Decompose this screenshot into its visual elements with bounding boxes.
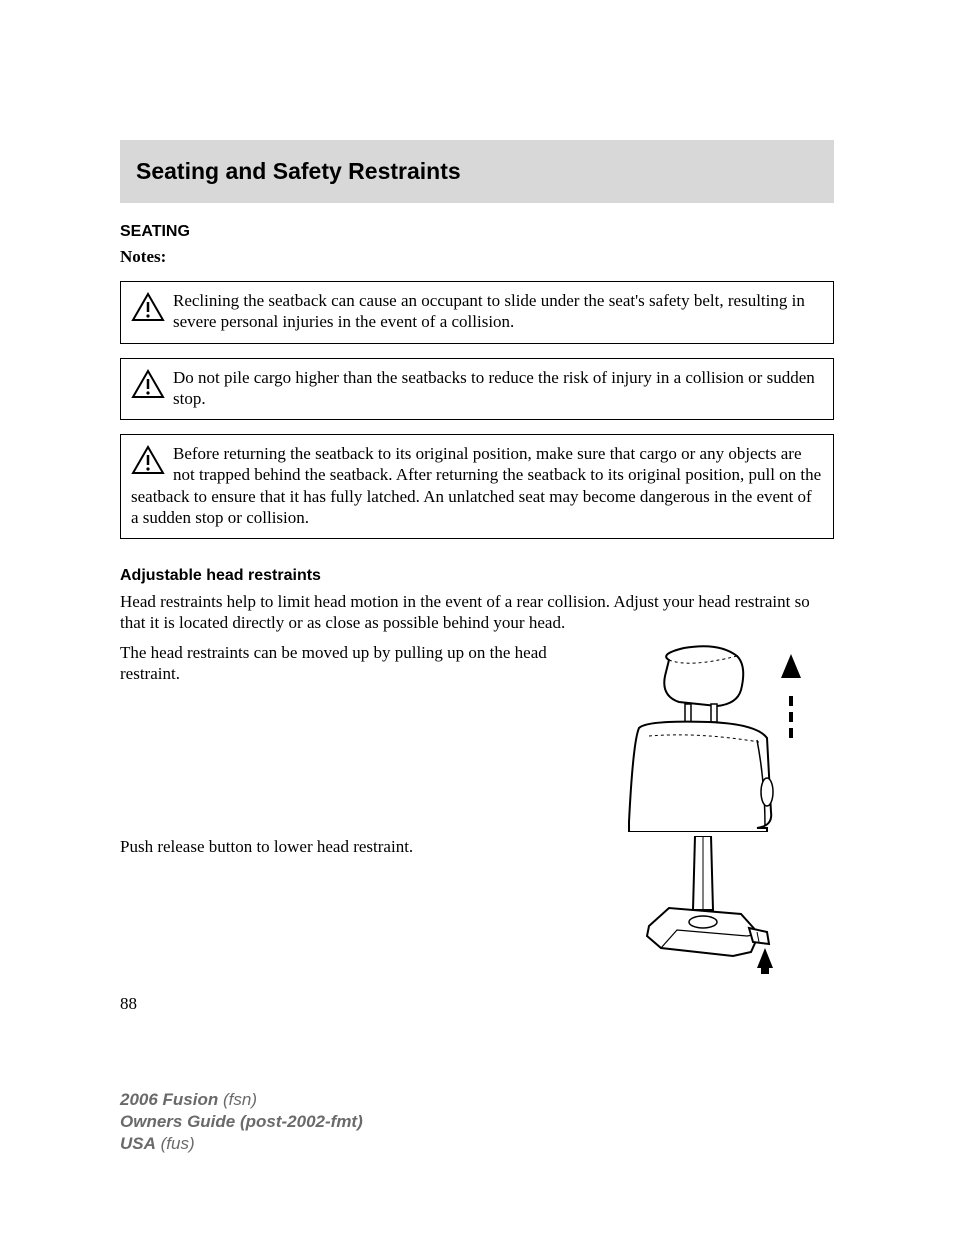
page-number: 88 (120, 994, 834, 1014)
headrest-up-illustration (574, 642, 834, 832)
chapter-title: Seating and Safety Restraints (136, 158, 818, 185)
section-heading: SEATING (120, 223, 834, 241)
warning-text: Reclining the seatback can cause an occu… (173, 291, 805, 331)
footer: 2006 Fusion (fsn) Owners Guide (post-200… (120, 1089, 363, 1155)
footer-line-2: Owners Guide (post-2002-fmt) (120, 1111, 363, 1133)
warning-text: Do not pile cargo higher than the seatba… (173, 368, 815, 408)
footer-line-1: 2006 Fusion (fsn) (120, 1089, 363, 1111)
restraint-up-text: The head restraints can be moved up by p… (120, 642, 562, 685)
footer-line-3: USA (fus) (120, 1133, 363, 1155)
subsection-heading: Adjustable head restraints (120, 567, 834, 585)
warning-text: Before returning the seatback to its ori… (131, 444, 821, 527)
restraint-down-text: Push release button to lower head restra… (120, 836, 562, 857)
footer-region: USA (120, 1134, 156, 1153)
warning-icon (131, 445, 165, 480)
intro-paragraph: Head restraints help to limit head motio… (120, 591, 834, 634)
warning-icon (131, 369, 165, 404)
footer-region-code: (fus) (156, 1134, 195, 1153)
warning-icon (131, 292, 165, 327)
warning-box: Before returning the seatback to its ori… (120, 434, 834, 539)
restraint-up-row: The head restraints can be moved up by p… (120, 642, 834, 832)
restraint-down-row: Push release button to lower head restra… (120, 836, 834, 976)
chapter-header-bar: Seating and Safety Restraints (120, 140, 834, 203)
footer-guide: Owners Guide (post-2002-fmt) (120, 1112, 363, 1131)
notes-label: Notes: (120, 247, 834, 267)
headrest-down-illustration (574, 836, 834, 976)
warning-box: Do not pile cargo higher than the seatba… (120, 358, 834, 421)
warning-box: Reclining the seatback can cause an occu… (120, 281, 834, 344)
footer-model-code: (fsn) (218, 1090, 257, 1109)
footer-model: 2006 Fusion (120, 1090, 218, 1109)
page: Seating and Safety Restraints SEATING No… (0, 0, 954, 1235)
